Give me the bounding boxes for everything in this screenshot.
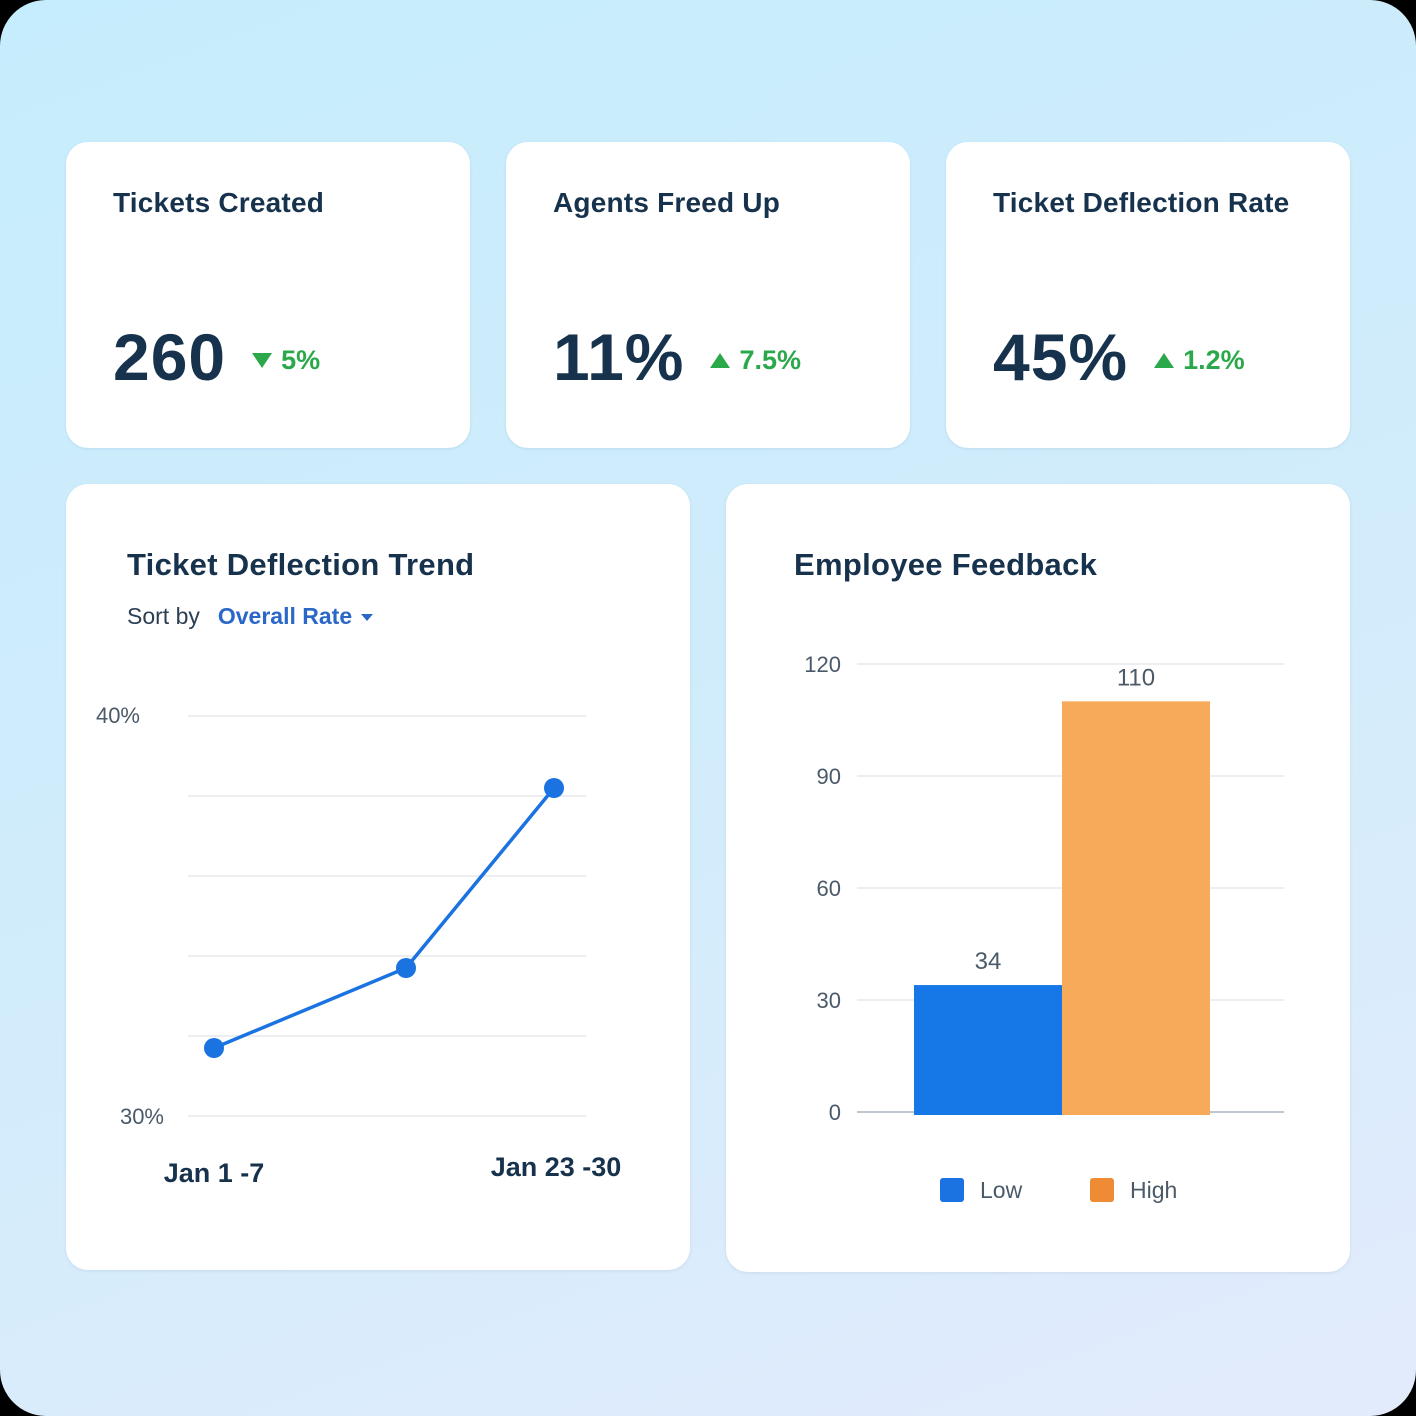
kpi-delta: 7.5% bbox=[710, 345, 801, 376]
trend-line bbox=[213, 786, 556, 1050]
triangle-up-icon bbox=[710, 352, 731, 368]
triangle-up-icon bbox=[1154, 352, 1175, 368]
bar-low bbox=[914, 985, 1062, 1115]
legend-label: High bbox=[1130, 1177, 1177, 1203]
sort-control: Sort by Overall Rate bbox=[127, 603, 374, 630]
data-point bbox=[204, 1038, 224, 1058]
kpi-value-row: 11% 7.5% bbox=[553, 324, 801, 390]
legend-swatch-low bbox=[940, 1178, 964, 1202]
kpi-card-agents-freed-up: Agents Freed Up 11% 7.5% bbox=[506, 142, 910, 448]
data-label: 34 bbox=[975, 948, 1002, 975]
trend-line-chart: 40% 30% Jan 1 -7 Jan 23 -30 bbox=[96, 703, 622, 1188]
kpi-value: 11% bbox=[553, 320, 685, 394]
x-label-start: Jan 1 -7 bbox=[164, 1158, 265, 1188]
kpi-card-tickets-created: Tickets Created 260 5% bbox=[66, 142, 470, 448]
sort-dropdown[interactable]: Overall Rate bbox=[217, 603, 374, 630]
feedback-title: Employee Feedback bbox=[794, 547, 1098, 582]
y-tick-label: 30 bbox=[817, 988, 841, 1013]
x-label-end: Jan 23 -30 bbox=[491, 1152, 622, 1182]
data-point bbox=[396, 958, 416, 978]
y-tick-label: 0 bbox=[829, 1100, 841, 1125]
kpi-delta-value: 7.5% bbox=[739, 344, 802, 375]
feedback-card: Employee Feedback 0 30 60 90 120 34 110 Low Hi… bbox=[726, 484, 1350, 1272]
feedback-bar-chart: 0 30 60 90 120 34 110 Low High bbox=[804, 652, 1284, 1203]
kpi-delta-value: 1.2% bbox=[1183, 344, 1245, 375]
kpi-value: 45% bbox=[993, 320, 1129, 394]
y-tick-label: 120 bbox=[804, 652, 841, 677]
triangle-down-icon bbox=[252, 352, 273, 368]
data-point bbox=[544, 778, 564, 798]
caret-down-icon bbox=[361, 614, 374, 621]
data-label: 110 bbox=[1117, 664, 1155, 691]
bar-high bbox=[1062, 701, 1210, 1115]
kpi-title: Tickets Created bbox=[113, 187, 325, 218]
kpi-card-ticket-deflection-rate: Ticket Deflection Rate 45% 1.2% bbox=[946, 142, 1350, 448]
kpi-value-row: 260 5% bbox=[113, 324, 320, 390]
kpi-delta: 1.2% bbox=[1154, 345, 1245, 376]
y-tick-label: 40% bbox=[96, 703, 140, 728]
y-tick-label: 60 bbox=[817, 876, 841, 901]
sort-label: Sort by bbox=[127, 603, 200, 629]
kpi-value: 260 bbox=[113, 320, 227, 394]
kpi-title: Ticket Deflection Rate bbox=[993, 187, 1290, 218]
kpi-value-row: 45% 1.2% bbox=[993, 324, 1245, 390]
legend-label: Low bbox=[980, 1177, 1023, 1203]
sort-dropdown-value: Overall Rate bbox=[217, 603, 353, 629]
legend-swatch-high bbox=[1090, 1178, 1114, 1202]
y-tick-label: 90 bbox=[817, 764, 841, 789]
kpi-delta: 5% bbox=[252, 345, 320, 376]
trend-title: Ticket Deflection Trend bbox=[127, 547, 475, 582]
trend-card: Ticket Deflection Trend Sort by Overall … bbox=[66, 484, 690, 1270]
kpi-title: Agents Freed Up bbox=[553, 187, 781, 218]
kpi-delta-value: 5% bbox=[281, 344, 321, 375]
y-tick-label: 30% bbox=[120, 1104, 164, 1129]
